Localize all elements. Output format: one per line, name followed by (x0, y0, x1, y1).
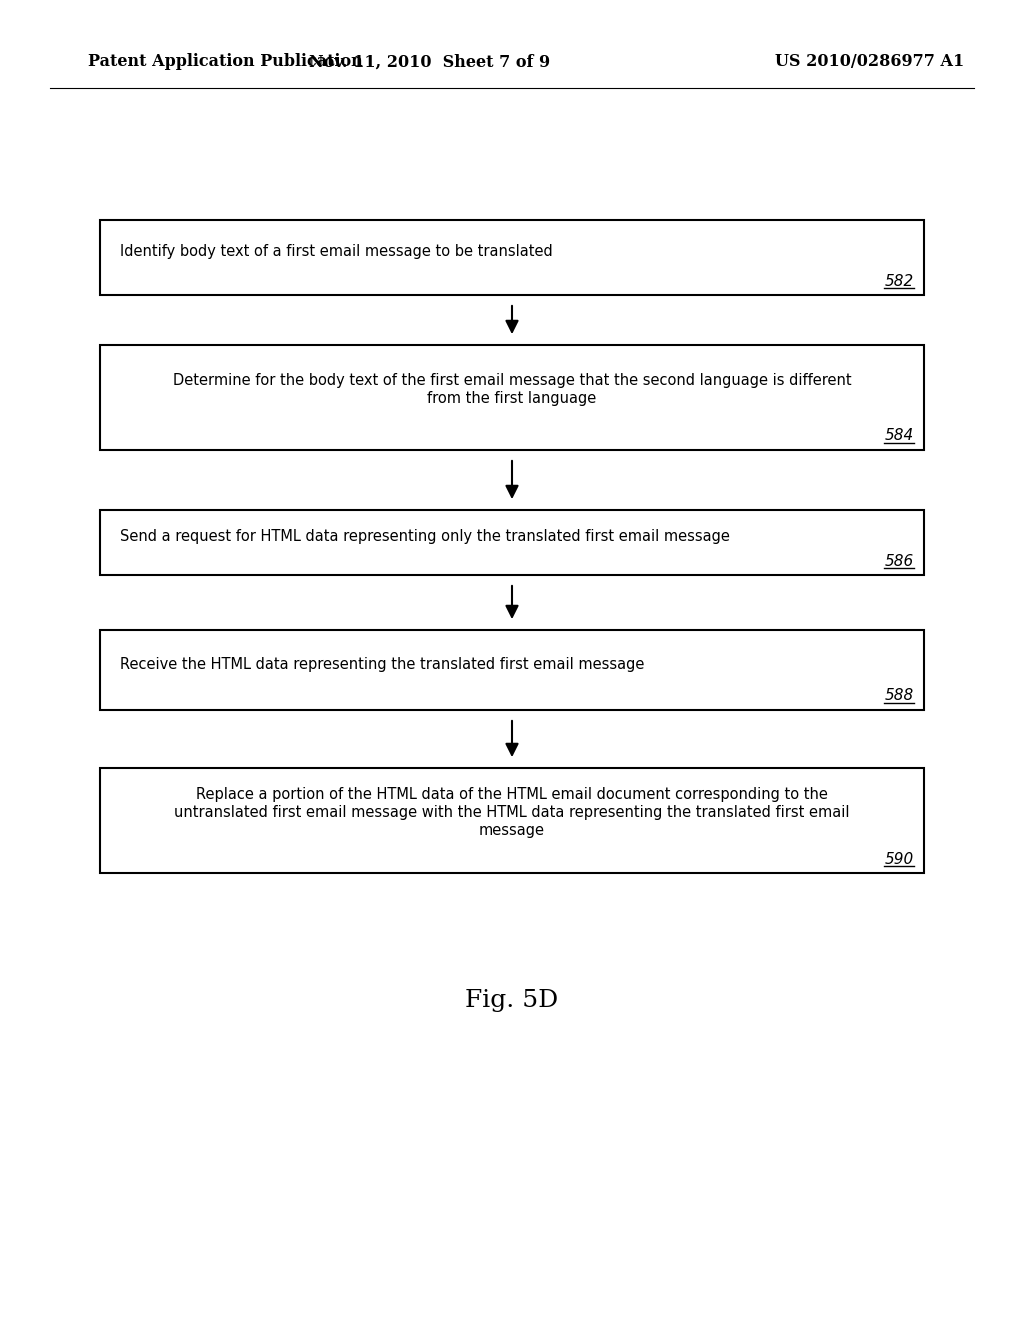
Text: message: message (479, 822, 545, 838)
Text: Nov. 11, 2010  Sheet 7 of 9: Nov. 11, 2010 Sheet 7 of 9 (309, 54, 551, 70)
Text: Identify body text of a first email message to be translated: Identify body text of a first email mess… (120, 244, 553, 259)
Text: Determine for the body text of the first email message that the second language : Determine for the body text of the first… (173, 374, 851, 388)
Text: Send a request for HTML data representing only the translated first email messag: Send a request for HTML data representin… (120, 529, 730, 544)
Bar (100, 220, 924, 294)
Bar (100, 630, 924, 710)
Text: 586: 586 (885, 553, 914, 569)
Text: US 2010/0286977 A1: US 2010/0286977 A1 (775, 54, 965, 70)
Bar (100, 510, 924, 576)
Text: 588: 588 (885, 689, 914, 704)
Bar (100, 345, 924, 450)
Text: Replace a portion of the HTML data of the HTML email document corresponding to t: Replace a portion of the HTML data of th… (196, 787, 828, 803)
Text: Fig. 5D: Fig. 5D (465, 989, 559, 1011)
Text: 590: 590 (885, 851, 914, 866)
Text: Patent Application Publication: Patent Application Publication (88, 54, 362, 70)
Text: untranslated first email message with the HTML data representing the translated : untranslated first email message with th… (174, 805, 850, 820)
Bar (100, 768, 924, 873)
Text: 582: 582 (885, 273, 914, 289)
Text: 584: 584 (885, 429, 914, 444)
Text: from the first language: from the first language (427, 391, 597, 407)
Text: Receive the HTML data representing the translated first email message: Receive the HTML data representing the t… (120, 656, 644, 672)
